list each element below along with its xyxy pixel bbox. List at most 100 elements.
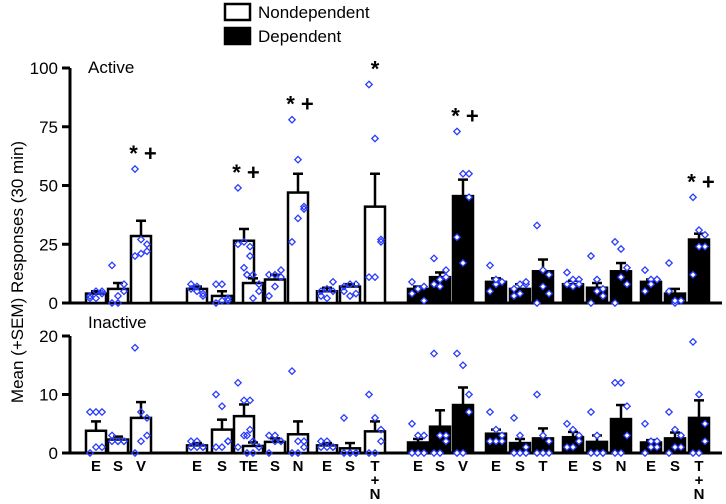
significance-annotation: * [371, 56, 380, 81]
significance-annotation: * + [687, 169, 715, 194]
data-point [245, 242, 255, 251]
data-point [248, 270, 258, 279]
data-point [376, 235, 386, 244]
data-point [142, 431, 152, 440]
data-point [586, 298, 596, 308]
data-point [700, 230, 710, 239]
data-point [676, 431, 686, 440]
data-point [458, 258, 468, 268]
bar [451, 194, 475, 305]
x-tick-label: E [91, 458, 101, 475]
data-point [322, 284, 332, 294]
x-tick-label: S [515, 458, 525, 475]
data-point [562, 280, 572, 289]
data-point [264, 448, 274, 458]
data-point [217, 296, 227, 305]
x-tick-label: E [322, 458, 332, 475]
data-point [130, 448, 140, 458]
data-point [245, 425, 255, 434]
data-point [364, 448, 374, 458]
data-point [664, 407, 674, 417]
data-point [413, 284, 423, 294]
bar [687, 238, 711, 305]
data-point [192, 282, 202, 291]
data-point [464, 169, 474, 178]
data-point [233, 240, 243, 249]
bar [286, 191, 310, 305]
data-point [652, 443, 662, 452]
data-point [113, 291, 123, 301]
data-point [592, 275, 602, 284]
data-point [640, 287, 650, 296]
data-point [452, 127, 462, 136]
x-tick-label: S [217, 458, 227, 475]
data-point [491, 275, 501, 284]
y-tick-label: 10 [39, 386, 58, 405]
data-point [664, 258, 674, 268]
data-point [688, 337, 698, 346]
data-point [351, 289, 361, 298]
data-point [640, 265, 650, 275]
data-point [664, 448, 674, 458]
data-point [217, 280, 227, 289]
data-point [328, 287, 338, 296]
data-point [464, 407, 474, 417]
data-point [364, 80, 374, 89]
data-point [610, 378, 620, 387]
data-point [407, 289, 417, 298]
data-point [223, 294, 233, 303]
data-point [364, 390, 374, 399]
data-point [136, 249, 146, 258]
y-tick-label: 100 [30, 59, 58, 78]
data-point [485, 407, 495, 417]
x-tick-label: E [568, 458, 578, 475]
data-point [694, 226, 704, 235]
data-point [370, 448, 380, 458]
data-point [419, 448, 429, 458]
data-point [370, 273, 380, 282]
data-point [562, 419, 572, 428]
data-point [562, 443, 572, 452]
data-point [532, 298, 542, 308]
data-point [646, 443, 656, 452]
data-point [497, 277, 507, 286]
data-point [328, 443, 338, 452]
data-point [538, 431, 548, 440]
data-point [107, 261, 117, 270]
data-point [586, 251, 596, 261]
data-point [136, 437, 146, 446]
data-point [293, 155, 303, 164]
data-point [610, 298, 620, 308]
data-point [248, 448, 258, 458]
data-point [568, 443, 578, 452]
data-point [299, 443, 309, 452]
panel-title-inactive: Inactive [88, 313, 147, 332]
data-point [91, 407, 101, 417]
data-point [316, 291, 326, 301]
data-point [322, 294, 332, 303]
data-point [574, 437, 584, 446]
data-point [239, 396, 249, 405]
data-point [217, 402, 227, 411]
x-tick-label: S [345, 458, 355, 475]
data-point [339, 413, 349, 423]
data-point [276, 273, 286, 282]
data-point [293, 437, 303, 446]
data-point [515, 431, 525, 440]
data-point [339, 287, 349, 296]
data-point [586, 407, 596, 417]
bar [363, 430, 387, 455]
data-point [299, 202, 309, 211]
data-point [239, 237, 249, 247]
x-tick-label: S [435, 458, 445, 475]
data-point [407, 277, 417, 286]
data-point [598, 448, 608, 458]
data-point [370, 413, 380, 423]
data-point [592, 287, 602, 296]
data-point [532, 448, 542, 458]
x-tick-label: E [248, 458, 258, 475]
data-point [85, 291, 95, 301]
data-point [287, 115, 297, 124]
y-tick-label: 0 [49, 444, 58, 463]
data-point [694, 390, 704, 399]
